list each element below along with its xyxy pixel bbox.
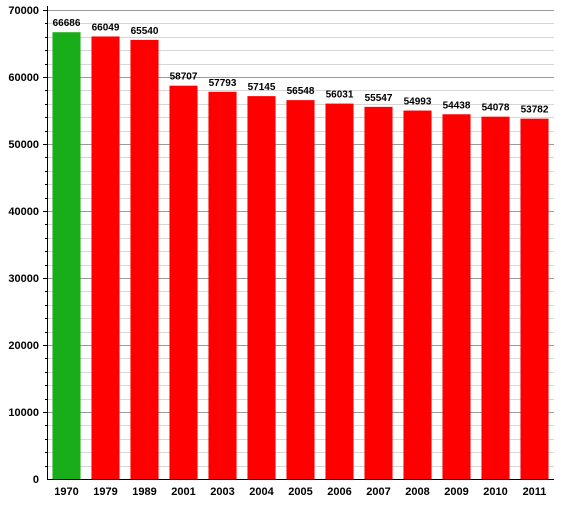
x-tick-label: 2004 (249, 486, 274, 498)
bar (91, 36, 120, 479)
bar (169, 85, 198, 480)
bar-value-label: 54438 (443, 100, 471, 111)
bar-value-label: 56548 (287, 86, 315, 97)
bar-value-label: 57793 (209, 78, 237, 89)
x-tick-label: 2008 (405, 486, 429, 498)
x-tick-label: 1989 (132, 486, 156, 498)
x-tick-label: 2001 (171, 486, 195, 498)
x-tick-label: 2010 (483, 486, 507, 498)
bar-value-label: 58707 (170, 72, 198, 83)
y-tick-label: 40000 (8, 206, 39, 218)
bar-value-label: 54078 (482, 103, 510, 114)
y-tick-label: 10000 (8, 407, 39, 419)
bar (325, 103, 354, 480)
bar-value-label: 55547 (365, 93, 393, 104)
x-tick-label: 2011 (523, 486, 547, 498)
bar-value-label: 56031 (326, 90, 354, 101)
labels: 0 10000 20000 30000 40000 50000 60000 70000 6668… (8, 5, 548, 498)
bar (247, 96, 276, 479)
x-tick-label: 2007 (366, 486, 390, 498)
y-tick-label: 50000 (8, 139, 39, 151)
bar (208, 91, 237, 480)
y-tick-label: 0 (33, 474, 39, 486)
bar (52, 32, 81, 480)
bar (286, 100, 315, 479)
bar (481, 116, 510, 479)
y-tick-label: 60000 (8, 72, 39, 84)
axes (43, 6, 554, 480)
x-tick-label: 2009 (444, 486, 468, 498)
x-tick-label: 1970 (54, 486, 78, 498)
bar (130, 39, 159, 480)
y-tick-label: 20000 (8, 340, 39, 352)
bar-value-label: 53782 (521, 105, 549, 116)
bar (520, 118, 549, 480)
x-tick-label: 2005 (288, 486, 312, 498)
bar-value-label: 65540 (131, 26, 159, 37)
bar (364, 106, 393, 480)
x-tick-label: 2006 (327, 486, 351, 498)
y-tick-label: 30000 (8, 273, 39, 285)
bar-value-label: 57145 (248, 82, 276, 93)
bar-value-label: 54993 (404, 97, 432, 108)
x-tick-label: 2003 (210, 486, 234, 498)
y-tick-label: 70000 (8, 5, 39, 17)
bar-value-label: 66049 (92, 22, 120, 33)
x-tick-label: 1979 (93, 486, 117, 498)
bar (442, 114, 471, 479)
bars (52, 32, 549, 480)
bar (403, 110, 432, 479)
bar-value-label: 66686 (53, 18, 81, 29)
